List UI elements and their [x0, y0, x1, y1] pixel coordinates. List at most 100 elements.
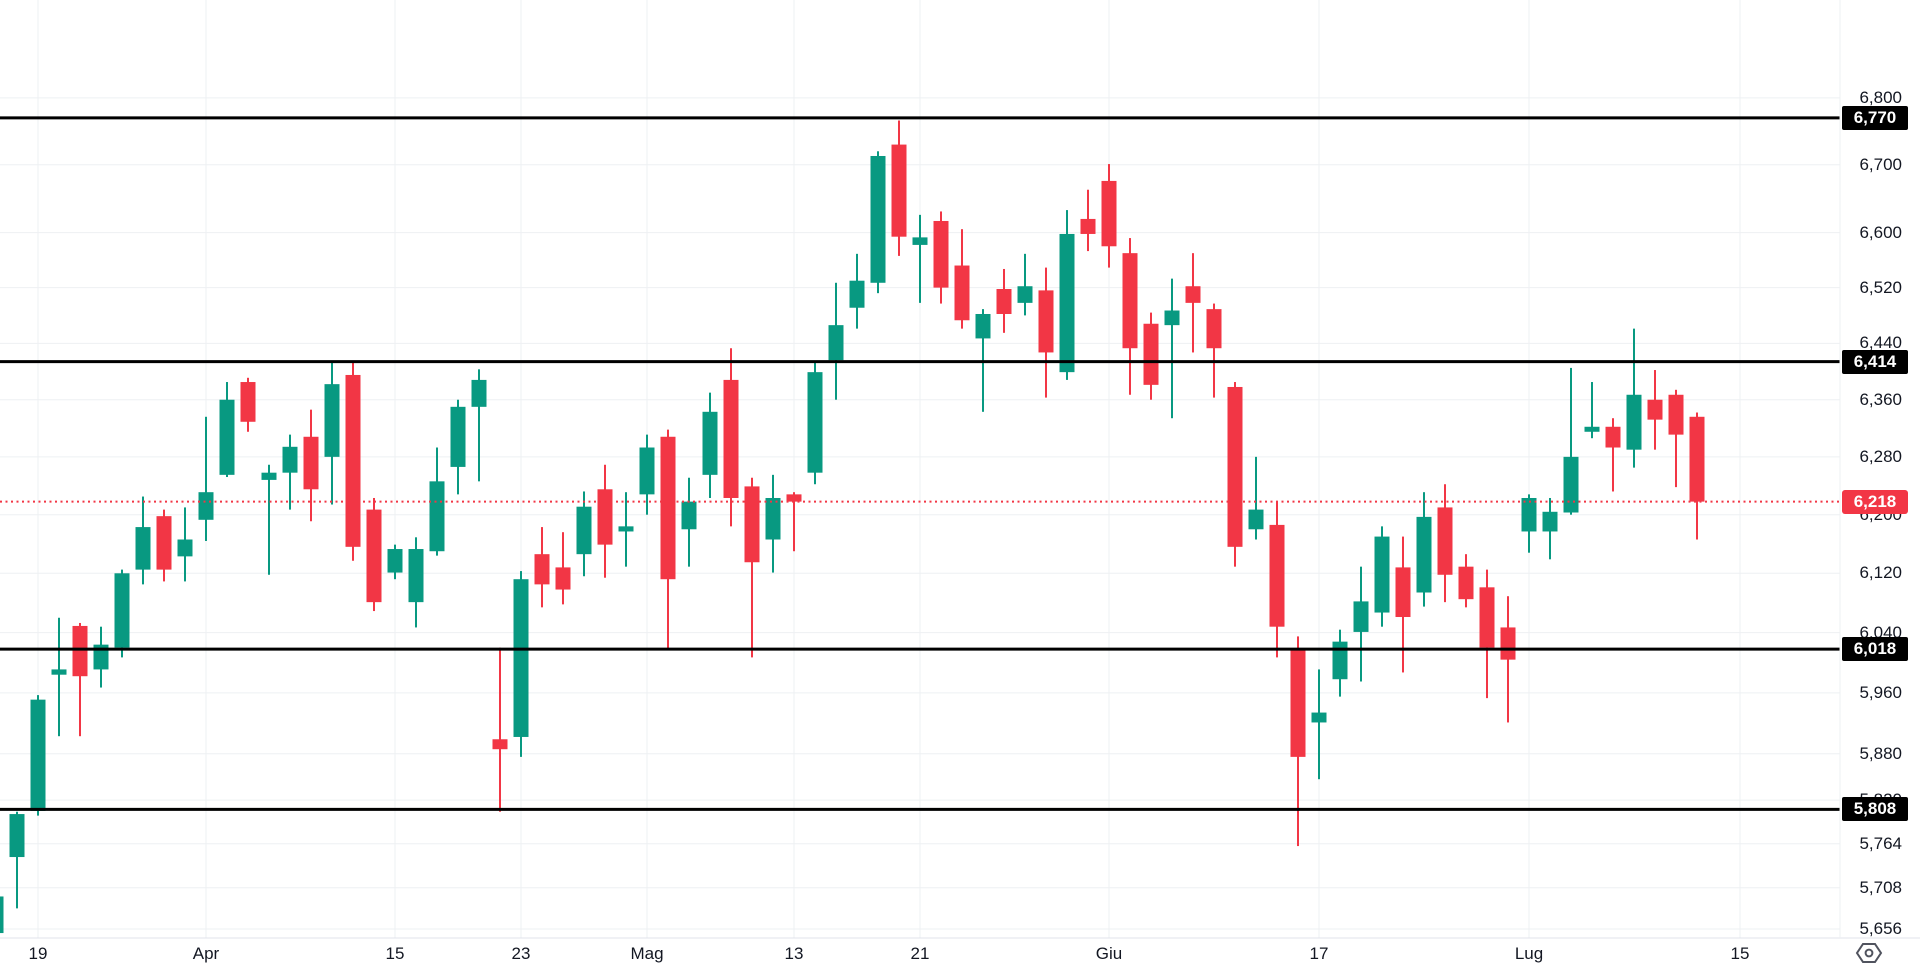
candle-body [177, 539, 193, 557]
time-tick-label: 15 [385, 944, 405, 963]
candle-body [429, 481, 445, 552]
candle [1248, 456, 1264, 540]
hexagon-icon [1855, 943, 1883, 963]
time-tick-label: 13 [784, 944, 804, 963]
price-tick-label: 6,040 [1859, 622, 1902, 642]
candle [30, 695, 46, 816]
candle-body [555, 567, 571, 590]
axis-border-lines [0, 0, 1920, 939]
candle-body [1500, 627, 1516, 660]
candle-body [387, 549, 403, 573]
candle [1080, 189, 1096, 252]
candle-body [849, 280, 865, 308]
time-tick-label: Giu [1095, 944, 1123, 963]
candle-body [933, 220, 949, 288]
candle [1395, 536, 1411, 673]
candle-wick [1024, 253, 1026, 316]
candle [1647, 370, 1663, 450]
candle-wick [478, 369, 480, 482]
candle [1374, 526, 1390, 627]
candle [1227, 382, 1243, 567]
candle [723, 348, 739, 527]
price-level-tag: 5,808 [1842, 797, 1908, 822]
candle [849, 253, 865, 329]
candle [513, 571, 529, 757]
price-scale-settings-icon[interactable] [1852, 940, 1886, 966]
candle [135, 496, 151, 585]
candle-body [996, 289, 1012, 314]
time-tick-label: 15 [1730, 944, 1750, 963]
candle [261, 464, 277, 575]
candle [429, 447, 445, 556]
candle-wick [1171, 278, 1173, 419]
candle [1437, 484, 1453, 603]
candle-body [198, 492, 214, 520]
candle [828, 282, 844, 400]
price-tick-label: 5,880 [1859, 743, 1902, 763]
candle-body [1290, 649, 1306, 757]
candle [681, 477, 697, 567]
candle [282, 434, 298, 510]
candle [1605, 418, 1621, 492]
candle [1290, 636, 1306, 847]
candle-body [534, 554, 550, 585]
circle-icon [1864, 948, 1874, 958]
candle-body [219, 399, 235, 475]
candle [51, 617, 67, 737]
candle-body [1563, 456, 1579, 513]
candle [618, 492, 634, 567]
candle [1563, 367, 1579, 515]
candle-body [1017, 286, 1033, 303]
candle [639, 434, 655, 515]
candle-body [1080, 218, 1096, 234]
candle-body [1689, 416, 1705, 502]
price-level-tag: 6,018 [1842, 637, 1908, 662]
candle [1038, 267, 1054, 398]
candle [1458, 554, 1474, 608]
price-tick-label: 6,600 [1859, 222, 1902, 242]
time-tick-label: 17 [1309, 944, 1329, 963]
candle-body [660, 436, 676, 580]
candle [9, 811, 25, 909]
candle [303, 409, 319, 522]
candle [1311, 669, 1327, 780]
candle-body [1038, 290, 1054, 353]
candle-body [1374, 536, 1390, 613]
candle [1164, 278, 1180, 419]
candle [1059, 210, 1075, 380]
time-tick-label: 19 [28, 944, 48, 963]
candle-wick [1591, 382, 1593, 439]
candle [1017, 253, 1033, 316]
candle-body [723, 379, 739, 498]
candles [0, 120, 1705, 934]
candle [366, 497, 382, 612]
price-tick-label: 5,960 [1859, 682, 1902, 702]
candle-wick [268, 464, 270, 575]
candle [156, 509, 172, 582]
candle-body [303, 436, 319, 490]
candle-body [1248, 509, 1264, 530]
candle [72, 622, 88, 737]
candle-wick [79, 622, 81, 737]
candle-wick [58, 617, 60, 737]
candle-body [702, 411, 718, 475]
candle-body [114, 573, 130, 648]
price-level-tag: 6,414 [1842, 349, 1908, 374]
candle [1353, 566, 1369, 682]
candle-wick [1612, 418, 1614, 492]
candle-body [1164, 310, 1180, 326]
candle-wick [1255, 456, 1257, 540]
candle-body [9, 814, 25, 858]
candle-body [786, 494, 802, 502]
candle [912, 214, 928, 303]
candle [177, 507, 193, 582]
candle-body [261, 472, 277, 480]
candle-body [30, 699, 46, 811]
candle-body [1185, 286, 1201, 303]
candle-body [408, 549, 424, 603]
candle-body [282, 446, 298, 473]
time-tick-label: Lug [1514, 944, 1544, 963]
candle-body [1437, 507, 1453, 575]
candle-body [51, 669, 67, 675]
